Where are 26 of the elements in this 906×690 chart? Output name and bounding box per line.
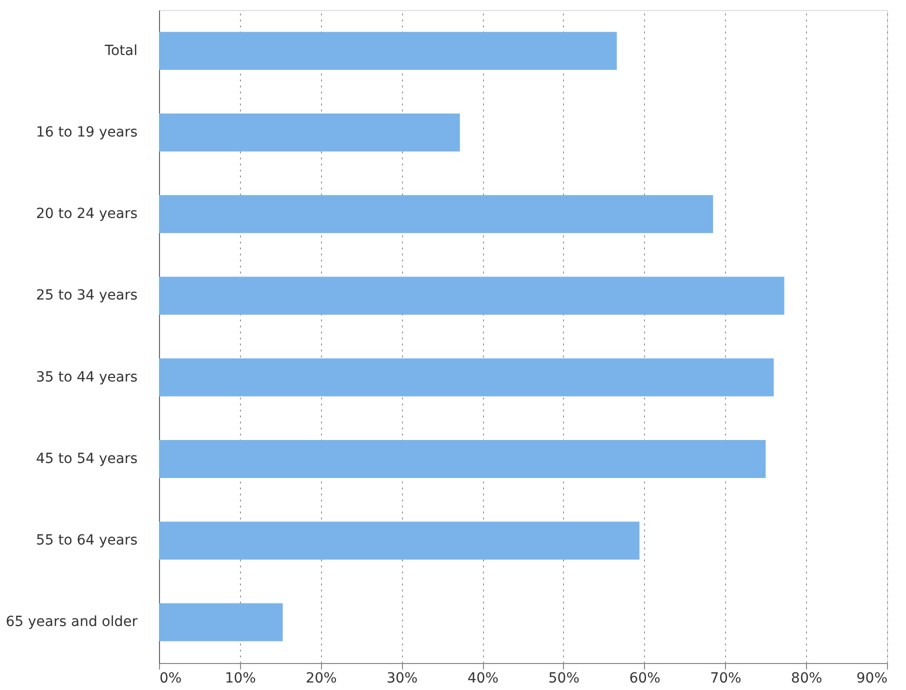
x-tick-label: 90% bbox=[856, 670, 888, 686]
y-tick-label: 16 to 19 years bbox=[36, 124, 138, 140]
x-tick-label: 80% bbox=[791, 670, 822, 686]
y-tick-label: Total bbox=[104, 42, 138, 59]
x-tick-label: 0% bbox=[160, 670, 182, 686]
bar bbox=[159, 603, 283, 642]
bar bbox=[159, 358, 774, 396]
bar bbox=[159, 32, 617, 70]
x-tick-label: 10% bbox=[224, 670, 256, 686]
y-tick-label: 55 to 64 years bbox=[36, 532, 138, 549]
bar bbox=[159, 195, 714, 234]
bar bbox=[159, 440, 766, 478]
y-tick-label: 65 years and older bbox=[6, 614, 138, 630]
x-tick-label: 20% bbox=[306, 670, 337, 686]
x-tick-label: 70% bbox=[710, 670, 742, 686]
y-tick-label: 25 to 34 years bbox=[36, 288, 138, 304]
x-tick-label: 40% bbox=[467, 670, 499, 686]
y-tick-label: 35 to 44 years bbox=[36, 369, 138, 386]
y-tick-label: 20 to 24 years bbox=[36, 206, 138, 222]
y-tick-label: 45 to 54 years bbox=[36, 450, 138, 467]
bar bbox=[159, 276, 784, 315]
bar bbox=[159, 522, 640, 560]
x-tick-label: 60% bbox=[629, 670, 660, 686]
x-tick-label: 50% bbox=[548, 670, 580, 686]
bar bbox=[159, 113, 460, 152]
x-tick-label: 30% bbox=[386, 670, 418, 686]
